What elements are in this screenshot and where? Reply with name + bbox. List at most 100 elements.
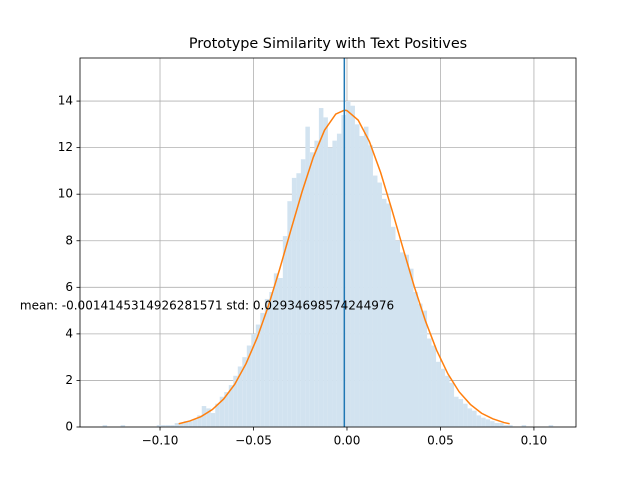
bar <box>548 425 554 427</box>
fit-curve <box>178 109 510 425</box>
bar <box>327 147 333 427</box>
bar <box>188 421 193 427</box>
bar <box>309 152 315 427</box>
axes-frame <box>79 57 577 428</box>
bar <box>422 310 428 427</box>
bar <box>404 254 410 427</box>
bar <box>251 333 256 427</box>
bar <box>233 375 238 427</box>
bar <box>183 421 189 427</box>
bar <box>363 126 369 427</box>
y-tick-label: 14 <box>58 94 73 108</box>
bar <box>305 126 310 427</box>
bar <box>449 382 455 427</box>
bar <box>336 133 342 427</box>
chart-title: Prototype Similarity with Text Positives <box>189 36 467 52</box>
bar <box>219 396 225 427</box>
bar <box>291 177 297 427</box>
bar <box>237 366 243 427</box>
bar <box>102 425 108 427</box>
bar <box>170 425 175 427</box>
y-tick-label: 0 <box>65 420 73 434</box>
bar <box>210 413 216 427</box>
bar <box>381 198 387 427</box>
x-tick-label: 0.05 <box>427 434 454 448</box>
bar <box>399 252 405 427</box>
bar <box>197 415 202 427</box>
bar <box>427 338 432 427</box>
bar <box>409 268 414 427</box>
bar <box>413 291 419 427</box>
bar <box>228 385 234 427</box>
bar <box>282 236 288 427</box>
bar <box>458 399 464 427</box>
bar <box>260 312 265 427</box>
bar <box>499 423 504 427</box>
x-tick-label: −0.05 <box>235 434 272 448</box>
bar <box>508 425 513 427</box>
y-tick-label: 8 <box>65 233 73 247</box>
bar <box>318 108 324 427</box>
x-tick-label: 0.10 <box>521 434 548 448</box>
bar <box>454 396 459 427</box>
bar <box>485 419 491 427</box>
bar <box>440 368 446 427</box>
bar <box>300 159 306 427</box>
bar <box>242 357 247 427</box>
bar <box>481 417 486 427</box>
bar <box>323 117 328 427</box>
bar <box>354 124 360 427</box>
y-tick-label: 10 <box>58 187 73 201</box>
bar <box>390 226 396 427</box>
y-tick-label: 2 <box>65 373 73 387</box>
bar <box>503 425 509 427</box>
bar <box>332 140 337 427</box>
bar <box>161 425 166 427</box>
bar <box>431 345 437 427</box>
bar <box>278 278 283 427</box>
bar <box>165 425 171 427</box>
annotation: mean: -0.0014145314926281571 std: 0.0293… <box>20 299 394 313</box>
bar <box>273 273 279 427</box>
bar <box>418 303 423 427</box>
bar <box>215 403 220 427</box>
bar <box>377 182 382 427</box>
bar <box>269 291 274 427</box>
y-tick-label: 6 <box>65 280 73 294</box>
bar <box>521 425 527 427</box>
bar <box>264 298 270 427</box>
bar <box>445 375 450 427</box>
bar <box>350 105 355 427</box>
bar <box>386 203 391 427</box>
x-tick-label: 0.00 <box>334 434 361 448</box>
bar <box>201 406 207 427</box>
bar <box>296 173 301 427</box>
bar <box>192 419 198 427</box>
bar <box>472 410 477 427</box>
bar <box>395 240 400 427</box>
x-tick-label: −0.10 <box>142 434 179 448</box>
bar <box>287 201 292 427</box>
bar <box>314 140 319 427</box>
bar <box>345 101 351 427</box>
bar <box>476 415 482 427</box>
bar <box>359 135 364 427</box>
bar <box>490 421 495 427</box>
bar <box>174 423 180 427</box>
bar <box>368 145 373 427</box>
bar <box>463 403 468 427</box>
bar <box>246 345 252 427</box>
bar <box>255 324 261 427</box>
y-tick-label: 4 <box>65 326 73 340</box>
bar <box>436 361 441 427</box>
bar <box>179 423 184 427</box>
bar <box>120 425 126 427</box>
plot-area <box>102 58 554 427</box>
bar <box>224 392 229 427</box>
bar <box>156 425 162 427</box>
bar <box>372 175 378 427</box>
y-tick-label: 12 <box>58 140 73 154</box>
bar <box>206 408 211 427</box>
bar <box>467 408 473 427</box>
